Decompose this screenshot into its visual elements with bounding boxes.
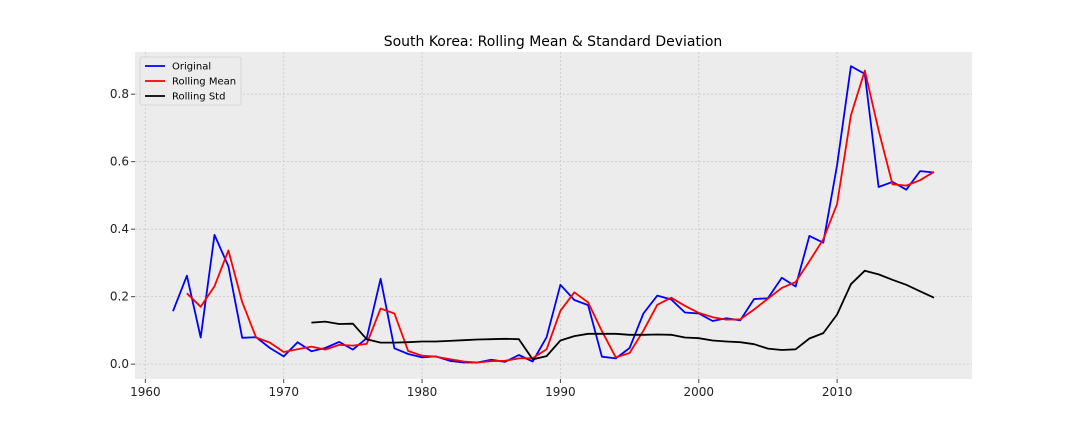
series-line-rolling-std: [311, 269, 935, 361]
x-tick-label: 1990: [545, 385, 576, 399]
legend: Original Rolling Mean Rolling Std: [139, 56, 242, 106]
y-tick-label: 0.0: [110, 357, 129, 371]
grid: [135, 52, 972, 379]
series-line-original: [172, 65, 935, 364]
x-tick-label: 1960: [130, 385, 161, 399]
series-line-rolling-mean: [186, 69, 935, 364]
y-tick-label: 0.2: [110, 290, 129, 304]
x-tick-label: 2010: [822, 385, 853, 399]
x-axis-ticks: 1960 1970 1980 1990 2000 2010: [130, 379, 852, 399]
legend-box: [139, 56, 242, 106]
legend-label: Rolling Mean: [172, 77, 236, 88]
legend-label: Original: [172, 62, 211, 73]
x-tick-label: 1980: [407, 385, 438, 399]
y-axis-ticks: 0.0 0.2 0.4 0.6 0.8: [110, 87, 135, 371]
x-tick-label: 1970: [268, 385, 299, 399]
chart-title: South Korea: Rolling Mean & Standard Dev…: [384, 34, 723, 50]
legend-label: Rolling Std: [172, 92, 225, 103]
series-layer: [172, 65, 935, 364]
y-tick-label: 0.4: [110, 222, 129, 236]
y-tick-label: 0.8: [110, 87, 129, 101]
y-tick-label: 0.6: [110, 155, 129, 169]
x-tick-label: 2000: [683, 385, 714, 399]
